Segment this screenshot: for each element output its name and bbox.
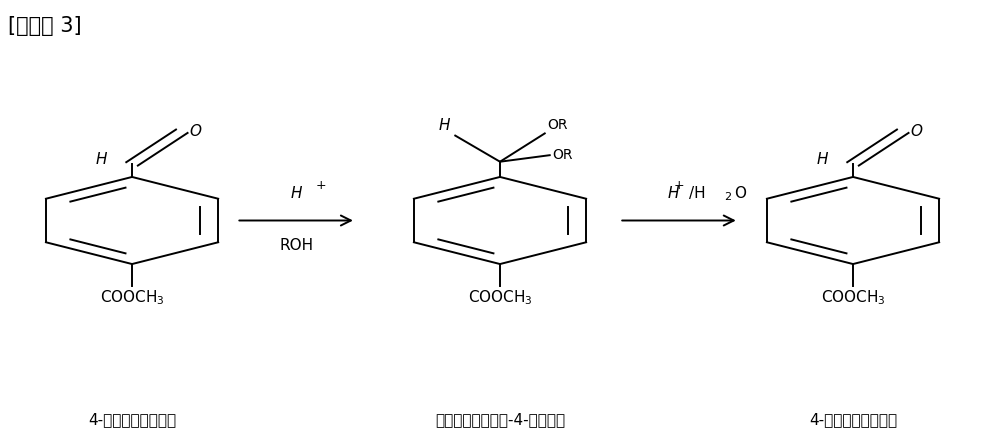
Text: 4-甲酰基苯甲酸甲酯: 4-甲酰基苯甲酸甲酯 <box>809 412 897 427</box>
Text: /H: /H <box>689 186 706 201</box>
Text: H: H <box>439 119 450 134</box>
Text: [反应式 3]: [反应式 3] <box>8 16 81 36</box>
Text: COOCH$_3$: COOCH$_3$ <box>100 288 164 306</box>
Text: O: O <box>911 124 923 139</box>
Text: 2: 2 <box>724 192 731 202</box>
Text: OR: OR <box>553 148 573 162</box>
Text: 苯甲醛二烷基缩醛-4-甲酸甲酯: 苯甲醛二烷基缩醛-4-甲酸甲酯 <box>435 412 565 427</box>
Text: OR: OR <box>548 118 568 132</box>
Text: ROH: ROH <box>279 238 313 253</box>
Text: O: O <box>190 124 202 139</box>
Text: H: H <box>817 152 828 167</box>
Text: +: + <box>316 179 326 192</box>
Text: COOCH$_3$: COOCH$_3$ <box>468 288 532 306</box>
Text: H: H <box>96 152 107 167</box>
Text: H: H <box>668 186 679 201</box>
Text: H: H <box>290 186 302 201</box>
Text: 4-甲酰基苯甲酸甲酯: 4-甲酰基苯甲酸甲酯 <box>88 412 176 427</box>
Text: O: O <box>734 186 746 201</box>
Text: +: + <box>674 179 685 192</box>
Text: COOCH$_3$: COOCH$_3$ <box>821 288 885 306</box>
